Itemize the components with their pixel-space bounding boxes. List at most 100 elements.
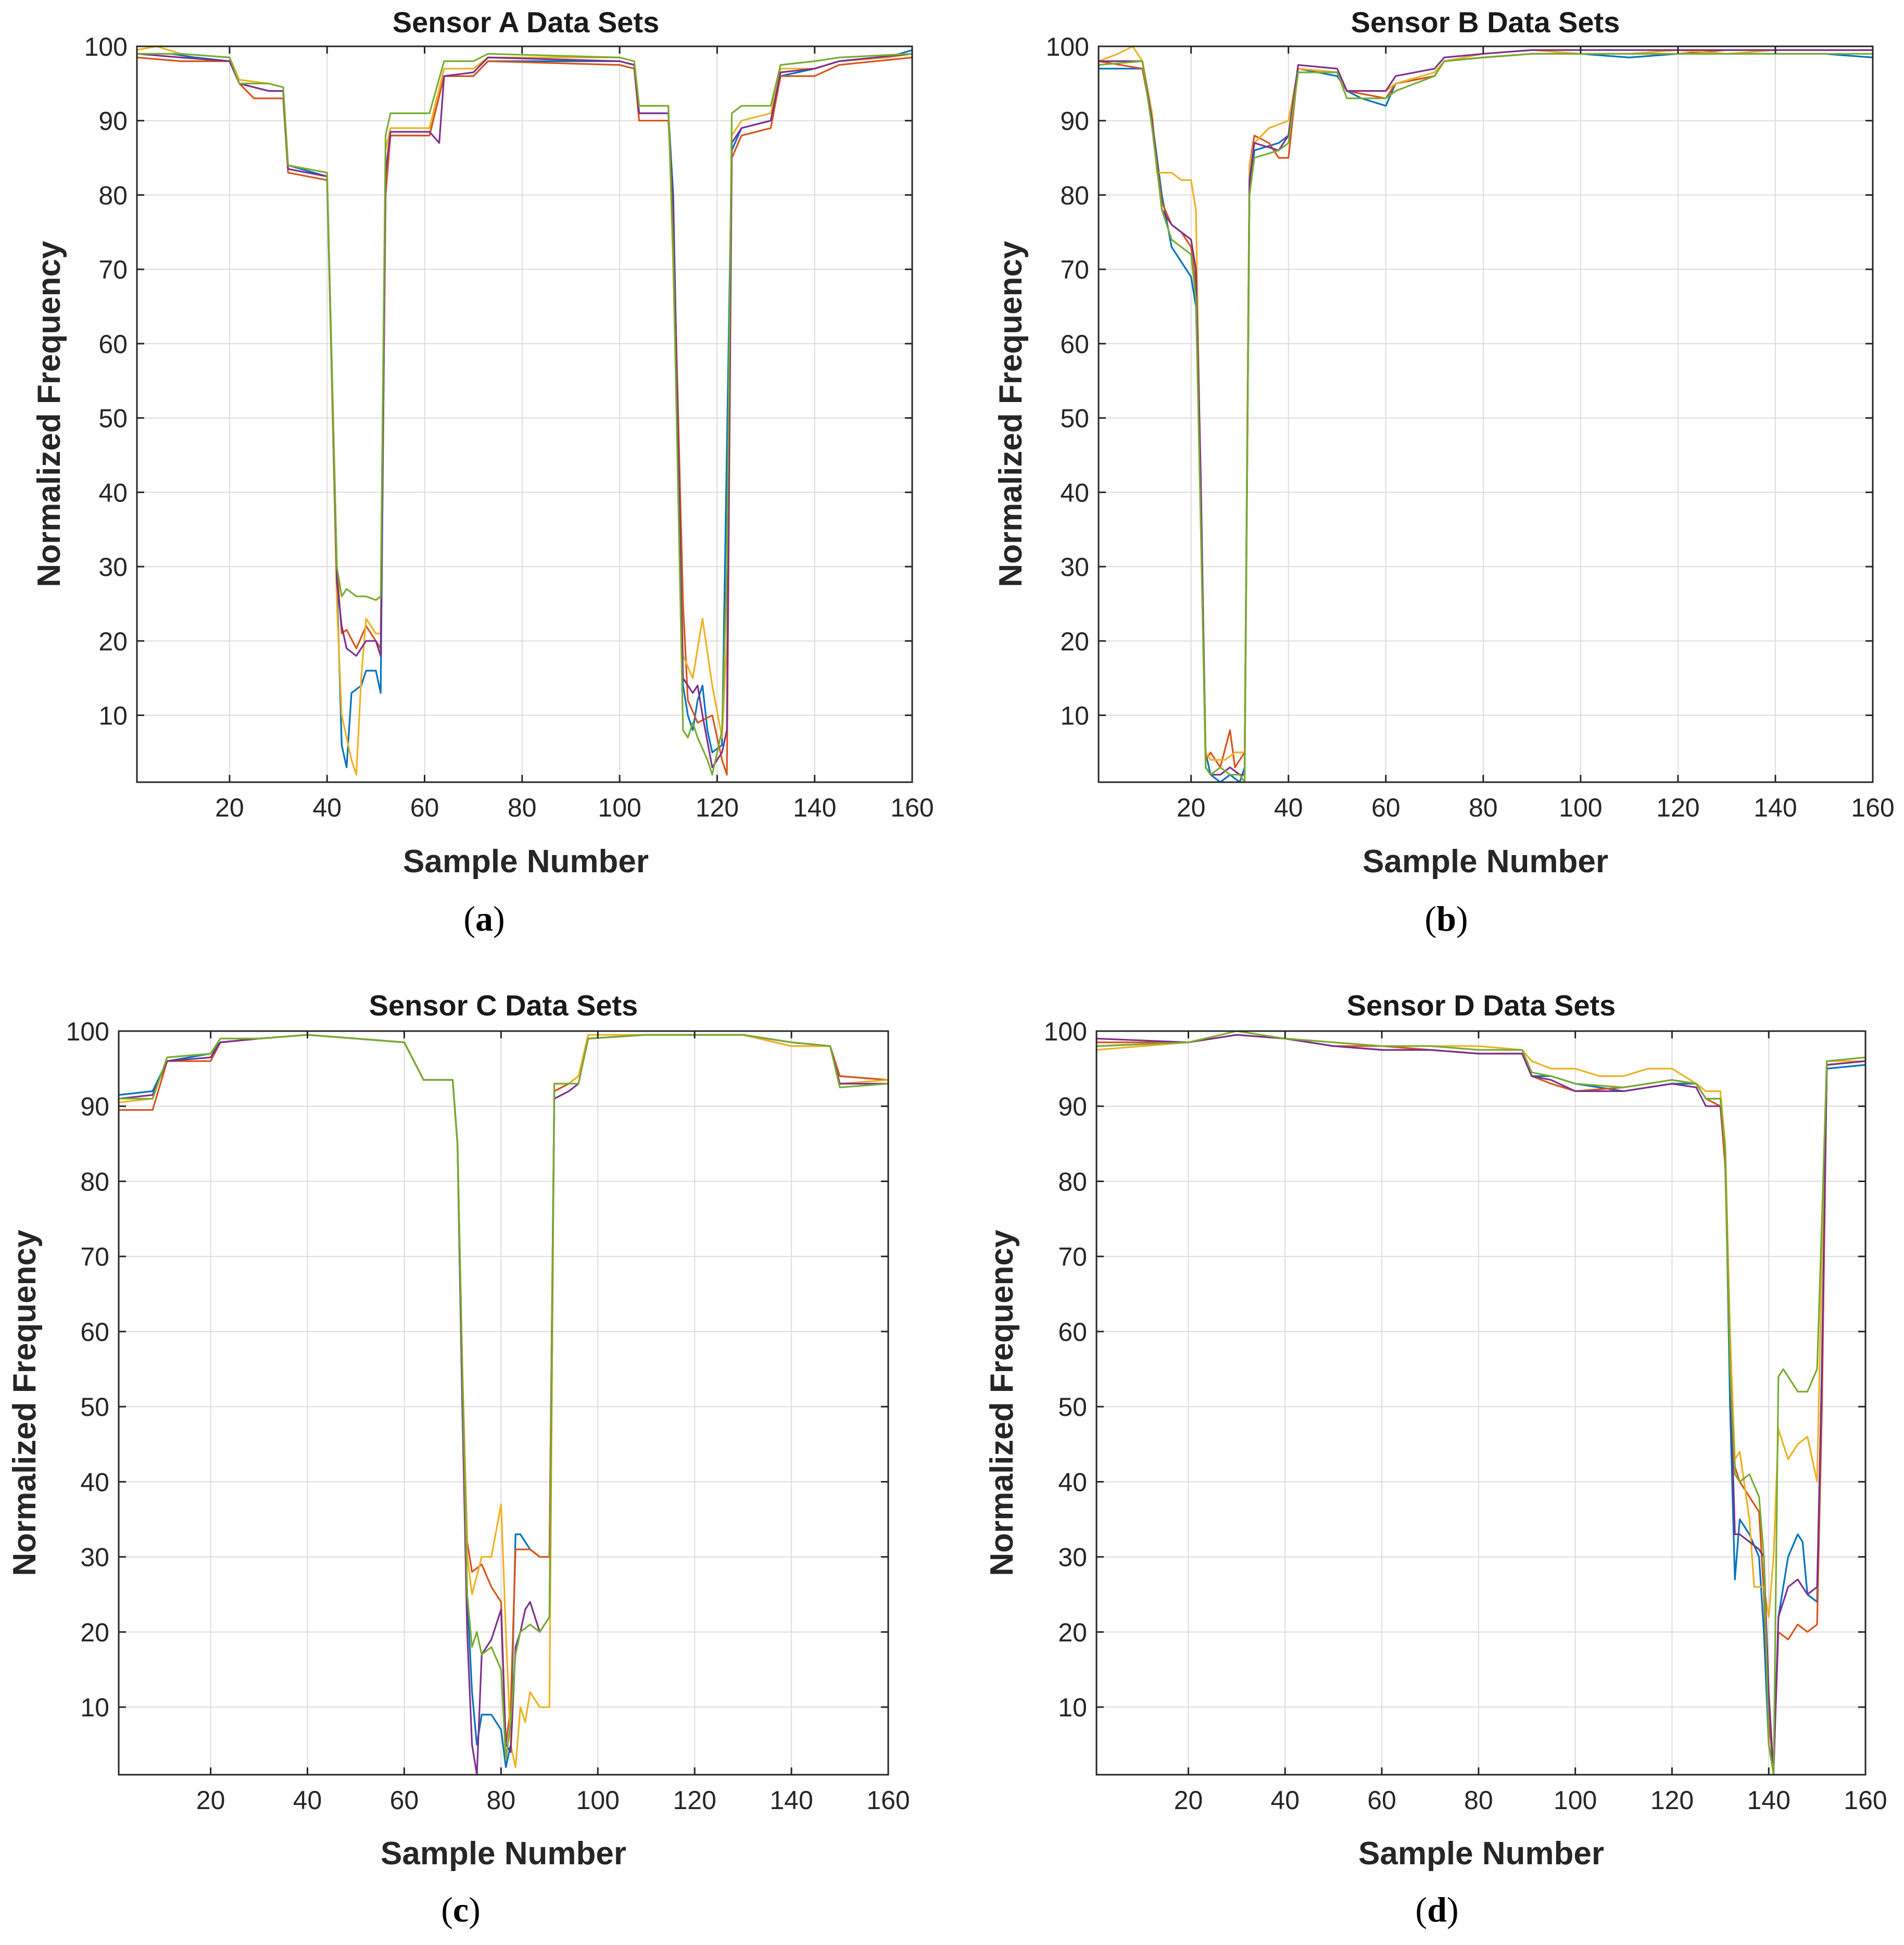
x-tick-label: 20 [1177, 793, 1206, 822]
y-tick-label: 90 [1058, 1092, 1087, 1121]
y-tick-label: 30 [1060, 553, 1089, 582]
y-tick-label: 50 [1060, 404, 1089, 433]
y-tick-label: 30 [1058, 1543, 1087, 1572]
y-tick-label: 100 [1046, 32, 1089, 61]
plot-frame [1098, 45, 1874, 783]
caption-letter: d [1427, 1890, 1447, 1929]
chart-title: Sensor B Data Sets [1351, 6, 1620, 39]
chart-panel-a: 20 40 60 80 100 120 140 160 10 20 30 40 50 60 70 80 90 10… [31, 6, 934, 938]
x-tick-label: 40 [1274, 793, 1303, 822]
y-tick-label: 10 [80, 1693, 109, 1722]
x-tick-label: 100 [1554, 1786, 1597, 1815]
y-tick-label: 30 [80, 1543, 109, 1572]
x-axis-label: Sample Number [1358, 1836, 1604, 1872]
caption-open: ( [1424, 899, 1436, 938]
caption-close: ) [1456, 899, 1468, 938]
caption-letter: a [475, 899, 493, 938]
caption-letter: c [453, 1890, 469, 1929]
x-tick-label: 160 [1844, 1786, 1887, 1815]
plot-area [137, 46, 912, 782]
x-tick-label: 140 [1747, 1786, 1790, 1815]
x-tick-label: 80 [1469, 793, 1498, 822]
caption-close: ) [1447, 1890, 1459, 1929]
y-tick-label: 20 [1058, 1618, 1087, 1647]
y-tick-label: 40 [1060, 478, 1089, 507]
x-tick-label: 40 [293, 1786, 322, 1815]
panel-caption: (b) [1424, 899, 1468, 938]
x-tick-label: 100 [598, 793, 641, 822]
y-tick-label: 20 [1060, 627, 1089, 656]
y-tick-label: 40 [80, 1467, 109, 1497]
y-axis-label: Normalized Frequency [993, 241, 1029, 587]
chart-panel-d: 20 40 60 80 100 120 140 160 10 20 30 40 50 60 70 80 90 10… [984, 989, 1887, 1929]
caption-close: ) [469, 1890, 481, 1929]
plot-frame [136, 45, 913, 783]
x-tick-label: 60 [390, 1786, 419, 1815]
y-tick-label: 40 [98, 478, 128, 507]
y-axis-label: Normalized Frequency [7, 1229, 43, 1576]
y-tick-label: 80 [1058, 1167, 1087, 1196]
y-tick-label: 60 [1060, 330, 1089, 359]
x-tick-label: 120 [1650, 1786, 1694, 1815]
x-tick-label: 80 [508, 793, 537, 822]
series-line-5 [1098, 53, 1873, 783]
y-tick-label: 70 [1058, 1243, 1087, 1272]
chart-title: Sensor A Data Sets [393, 6, 659, 39]
y-tick-label: 100 [1044, 1017, 1087, 1046]
y-tick-label: 50 [98, 404, 128, 433]
y-tick-label: 50 [1058, 1392, 1087, 1422]
x-tick-label: 20 [215, 793, 244, 822]
x-tick-label: 80 [487, 1786, 516, 1815]
y-tick-label: 60 [80, 1317, 109, 1347]
x-tick-label: 20 [196, 1786, 225, 1815]
panel-caption: (a) [463, 899, 505, 938]
y-tick-label: 90 [1060, 107, 1089, 136]
x-tick-label: 40 [312, 793, 342, 822]
caption-letter: b [1436, 899, 1456, 938]
panel-caption: (d) [1415, 1890, 1458, 1929]
plot-frame [1095, 1030, 1867, 1776]
y-tick-label: 40 [1058, 1467, 1087, 1497]
x-tick-label: 60 [1371, 793, 1401, 822]
y-tick-label: 20 [80, 1618, 109, 1647]
x-tick-label: 160 [1851, 793, 1894, 822]
plot-area [1099, 46, 1873, 782]
y-tick-label: 90 [80, 1092, 109, 1121]
y-tick-label: 100 [66, 1017, 109, 1046]
y-tick-label: 70 [1060, 255, 1089, 284]
chart-title: Sensor D Data Sets [1347, 989, 1616, 1022]
series-line-5 [137, 53, 913, 776]
y-axis-label: Normalized Frequency [984, 1229, 1020, 1576]
x-tick-label: 40 [1270, 1786, 1300, 1815]
y-tick-label: 50 [80, 1392, 109, 1422]
chart-panel-b: 20 40 60 80 100 120 140 160 10 20 30 40 50 60 70 80 90 10… [993, 6, 1895, 938]
y-tick-label: 60 [98, 330, 128, 359]
x-axis-label: Sample Number [403, 844, 649, 880]
x-tick-label: 140 [1754, 793, 1797, 822]
caption-open: ( [1415, 1890, 1427, 1929]
series-line-4 [136, 53, 913, 769]
y-axis-label: Normalized Frequency [31, 241, 67, 587]
y-tick-label: 80 [98, 181, 128, 210]
y-tick-label: 10 [98, 701, 128, 731]
x-tick-label: 120 [673, 1786, 716, 1815]
y-tick-label: 70 [80, 1243, 109, 1272]
plot-frame [118, 1030, 889, 1776]
y-tick-label: 10 [1060, 701, 1089, 731]
series-line-5 [1096, 1030, 1866, 1776]
panel-caption: (c) [441, 1890, 481, 1929]
chart-panel-c: 20 40 60 80 100 120 140 160 10 20 30 40 50 60 70 80 90 10… [7, 989, 910, 1929]
y-tick-label: 80 [1060, 181, 1089, 210]
x-tick-label: 60 [410, 793, 439, 822]
caption-open: ( [441, 1890, 453, 1929]
y-tick-label: 70 [98, 255, 128, 284]
x-tick-label: 100 [1559, 793, 1602, 822]
x-axis-label: Sample Number [381, 1836, 626, 1872]
caption-close: ) [493, 899, 505, 938]
caption-open: ( [463, 899, 475, 938]
x-tick-label: 120 [1656, 793, 1699, 822]
y-tick-label: 80 [80, 1167, 109, 1196]
x-tick-label: 160 [890, 793, 934, 822]
plot-area [1096, 1031, 1865, 1775]
